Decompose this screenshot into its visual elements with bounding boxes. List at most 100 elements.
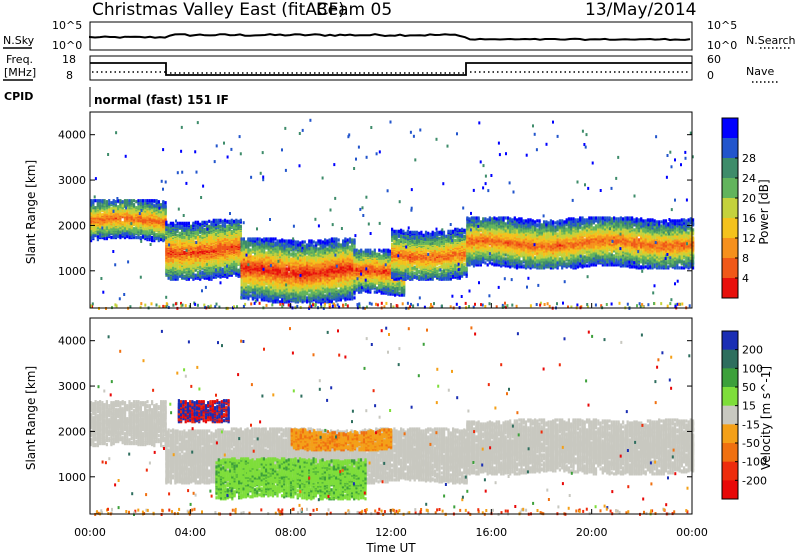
power-cell xyxy=(94,219,97,223)
power-cell xyxy=(160,208,163,212)
power-cell xyxy=(219,224,222,228)
power-cell xyxy=(317,251,320,255)
power-cell xyxy=(247,237,250,241)
power-cell xyxy=(355,267,358,271)
power-cell xyxy=(187,255,190,259)
power-cell xyxy=(92,206,95,210)
power-cell xyxy=(337,282,340,286)
power-cell xyxy=(94,206,97,210)
power-cell xyxy=(176,229,179,233)
power-cell xyxy=(324,285,327,289)
power-cell xyxy=(263,250,266,254)
power-cell xyxy=(92,225,95,229)
power-cell xyxy=(294,283,297,287)
power-cell xyxy=(160,210,163,214)
power-cell xyxy=(165,248,168,252)
power-cell xyxy=(178,236,181,240)
power-cell xyxy=(126,224,129,228)
nsky-line xyxy=(89,33,691,42)
power-cell xyxy=(237,249,240,253)
power-cell xyxy=(337,253,340,257)
power-cell xyxy=(174,269,177,273)
power-cell xyxy=(174,266,177,270)
nsky-tick-top: 10^5 xyxy=(52,19,82,32)
power-cell xyxy=(199,222,202,226)
power-cell xyxy=(265,251,268,255)
power-cell xyxy=(226,224,229,228)
power-cell xyxy=(92,221,95,225)
power-cell xyxy=(242,241,245,245)
power-cell xyxy=(117,199,120,203)
power-cell xyxy=(203,246,206,250)
power-cell xyxy=(203,220,206,224)
power-cell xyxy=(192,274,195,278)
power-cell xyxy=(269,298,272,302)
power-cell xyxy=(135,224,138,228)
power-cell xyxy=(276,239,279,243)
power-cell xyxy=(155,236,158,240)
power-cell xyxy=(172,246,175,250)
power-cell xyxy=(272,242,275,246)
power-cell xyxy=(296,240,300,244)
power-cell xyxy=(190,236,193,240)
power-cell xyxy=(101,204,104,208)
power-cell xyxy=(205,259,209,263)
power-cell xyxy=(245,240,248,244)
power-cell xyxy=(119,202,122,206)
power-cell xyxy=(123,199,127,203)
power-cell xyxy=(153,237,156,241)
power-cell xyxy=(196,220,200,224)
power-cell xyxy=(167,228,170,232)
power-cell xyxy=(108,225,111,229)
power-cell xyxy=(101,213,104,217)
power-cell xyxy=(201,231,204,235)
power-cell xyxy=(296,290,300,294)
power-cell xyxy=(321,279,324,283)
figure-title: Christmas Valley East (fitACF) xyxy=(92,0,345,20)
power-cell xyxy=(196,223,200,227)
power-cell xyxy=(178,262,181,266)
power-cell xyxy=(201,261,204,265)
power-cell xyxy=(176,268,179,272)
power-cell xyxy=(157,225,160,229)
power-cell xyxy=(312,244,315,248)
power-cell xyxy=(90,211,93,215)
power-cell xyxy=(137,228,140,232)
power-cell xyxy=(165,225,168,229)
power-cell xyxy=(201,220,204,224)
power-cell xyxy=(223,224,227,228)
power-cell xyxy=(294,240,297,244)
power-cell xyxy=(164,204,167,208)
power-cell xyxy=(281,298,284,302)
power-cell xyxy=(96,226,99,230)
power-cell xyxy=(169,221,172,225)
power-cell xyxy=(196,260,200,264)
power-cell xyxy=(172,239,175,243)
power-cell xyxy=(263,244,266,248)
power-cell xyxy=(287,247,291,251)
power-cell xyxy=(126,207,129,211)
power-cell xyxy=(103,229,106,233)
power-cell xyxy=(105,237,108,241)
power-cell xyxy=(199,227,202,231)
power-cell xyxy=(233,219,236,223)
power-cell xyxy=(128,236,131,240)
power-cell xyxy=(269,242,272,246)
nave-label: Nave xyxy=(746,65,774,78)
power-cell xyxy=(306,284,309,288)
power-cell xyxy=(321,240,324,244)
power-cell xyxy=(141,213,145,217)
power-cell xyxy=(217,218,220,222)
power-cell xyxy=(167,254,170,258)
power-cell xyxy=(187,227,190,231)
power-cell xyxy=(203,253,206,257)
power-cell xyxy=(181,259,184,263)
power-cell xyxy=(226,219,229,223)
power-cell xyxy=(226,272,229,276)
freq-line xyxy=(90,62,692,76)
power-cell xyxy=(235,268,238,272)
power-cell xyxy=(306,299,309,303)
power-cell xyxy=(144,202,147,206)
power-cell xyxy=(141,229,145,233)
power-cell xyxy=(194,265,197,269)
